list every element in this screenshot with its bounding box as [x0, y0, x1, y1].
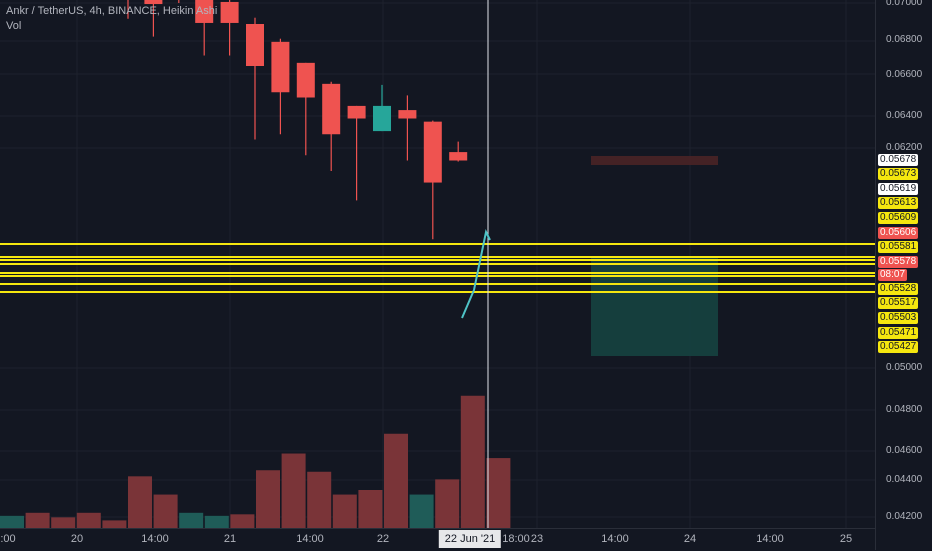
price-tick: 0.04600 [886, 445, 923, 456]
volume-bar [76, 512, 101, 528]
time-tick: 14:00 [296, 533, 324, 545]
price-label: 0.05503 [878, 312, 919, 324]
time-tick: 18:00 [502, 533, 530, 545]
chart-legend: Ankr / TetherUS, 4h, BINANCE, Heikin Ash… [6, 4, 217, 34]
volume-bar [281, 453, 306, 528]
volume-bar [230, 514, 255, 528]
price-tick: 0.04800 [886, 404, 923, 415]
volume-bar [332, 494, 357, 528]
price-label: 0.05581 [878, 241, 919, 253]
volume-bar [409, 494, 434, 528]
time-tick: 25 [839, 533, 853, 545]
price-label: 0.05517 [878, 297, 919, 309]
crosshair [461, 0, 491, 528]
take-profit-zone [591, 256, 718, 356]
candle-body [296, 62, 315, 98]
price-tick: 0.04200 [886, 511, 923, 522]
price-chart[interactable] [0, 0, 875, 528]
volume-bar [384, 433, 408, 528]
candle-body [246, 24, 264, 66]
time-tick: 14:00 [756, 533, 784, 545]
volume-legend[interactable]: Vol [6, 20, 22, 32]
price-axis[interactable]: 0.07000 0.06800 0.06600 0.06400 0.06200 0.050… [875, 0, 932, 550]
candle-body [220, 1, 239, 23]
price-label: 0.05619 [878, 183, 919, 195]
volume-bar [25, 512, 50, 528]
price-label: 0.05427 [878, 341, 919, 353]
price-label: 0.05613 [878, 197, 919, 209]
price-tick: 0.07000 [886, 0, 923, 8]
time-axis[interactable]: :00 20 14:00 21 14:00 22 18:00 23 14:00 24 14:00 25… [0, 528, 875, 551]
price-tick: 0.06400 [886, 110, 923, 121]
volume-bar [0, 515, 24, 528]
candle-body [449, 152, 468, 161]
candle-body [144, 0, 163, 5]
volume-bar [204, 515, 229, 528]
candle-body [347, 105, 366, 119]
volume-bar [460, 395, 485, 528]
time-tick: 20 [70, 533, 84, 545]
candle-body [322, 83, 341, 135]
time-tick: 14:00 [601, 533, 629, 545]
candle-body [271, 41, 290, 93]
price-tick: 0.06600 [886, 69, 923, 80]
price-tick: 0.04400 [886, 474, 923, 485]
volume-bar [128, 476, 152, 528]
price-tick: 0.06800 [886, 34, 923, 45]
symbol-title[interactable]: Ankr / TetherUS, 4h, BINANCE, Heikin Ash… [6, 5, 218, 17]
volume-bar [102, 520, 127, 528]
heikin-ashi-candles [127, 0, 468, 240]
candle-body [373, 105, 391, 132]
price-label: 0.05471 [878, 327, 919, 339]
price-label: 0.05528 [878, 283, 919, 295]
candle-body [195, 0, 214, 23]
price-label: 0.05609 [878, 212, 919, 224]
price-label: 0.05673 [878, 168, 919, 180]
volume-bar [153, 494, 178, 528]
time-tick: 21 [223, 533, 237, 545]
candle-body [398, 110, 417, 119]
price-tick: 0.06200 [886, 142, 923, 153]
price-tick: 0.05000 [886, 362, 923, 373]
stop-loss-zone [591, 156, 718, 165]
time-tick: :00 [0, 533, 16, 545]
volume-bar [256, 470, 280, 528]
price-label: 0.05578 [878, 256, 919, 268]
volume-bar [486, 458, 511, 528]
volume-bar [307, 471, 332, 528]
price-label: 0.05606 [878, 227, 919, 239]
price-label: 08:07 [878, 269, 908, 281]
volume-bars [0, 395, 511, 528]
volume-bar [358, 490, 383, 528]
time-tick: 24 [683, 533, 697, 545]
volume-bar [51, 517, 76, 528]
volume-bar [435, 479, 460, 528]
horizontal-levels [0, 243, 875, 293]
candle-body [423, 121, 442, 183]
volume-bar [179, 512, 204, 528]
crosshair-time-label: 22 Jun '21 [438, 530, 502, 548]
time-tick: 22 [376, 533, 390, 545]
price-path-line [461, 228, 491, 319]
time-tick: 23 [530, 533, 544, 545]
price-label: 0.05678 [878, 154, 919, 166]
time-tick: 14:00 [141, 533, 169, 545]
